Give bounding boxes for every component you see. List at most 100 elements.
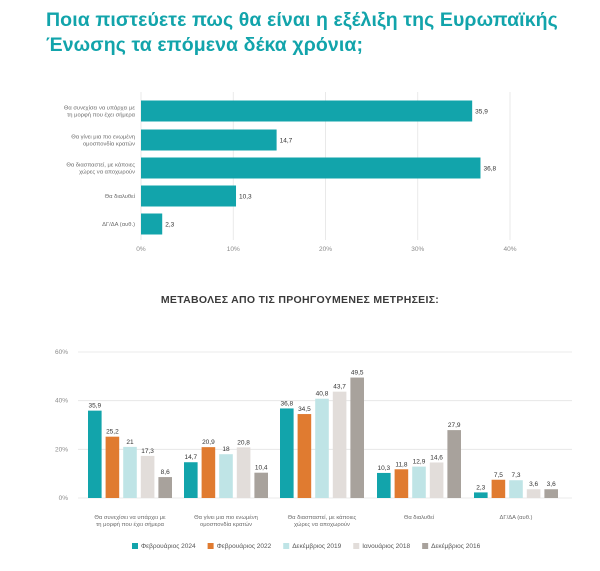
- bar: [350, 377, 364, 498]
- data-label: 49,5: [351, 370, 364, 377]
- category-label: Θα γίνει μια πιο ενωμένη: [71, 134, 135, 141]
- data-label: 36,8: [280, 400, 293, 407]
- category-label: Θα διασπαστεί, με κάποιες: [288, 514, 357, 521]
- data-label: 35,9: [475, 109, 488, 116]
- data-label: 40,8: [316, 391, 329, 398]
- bar: [429, 462, 444, 498]
- data-label: 20,9: [202, 439, 215, 446]
- bar: [254, 472, 268, 498]
- data-label: 21: [126, 439, 134, 446]
- title-line-2: Ένωσης τα επόμενα δέκα χρόνια;: [46, 34, 364, 56]
- data-label: 36,8: [483, 166, 496, 173]
- horizontal-bar-chart: 0% 10% 20% 30% 40% 35,9 Θα συνεχίσει να υπάρχε…: [64, 92, 517, 253]
- legend-swatch: [132, 543, 138, 549]
- y-tick-label: 60%: [55, 349, 68, 356]
- data-label: 35,9: [88, 403, 101, 410]
- chart-subtitle: ΜΕΤΑΒΟΛΕΣ ΑΠΟ ΤΙΣ ΠΡΟΗΓΟΥΜΕΝΕΣ ΜΕΤΡΗΣΕΙΣ…: [160, 294, 440, 306]
- x-tick-label: 20%: [319, 246, 332, 253]
- bar: [88, 410, 102, 498]
- category-label: ΔΓ/ΔΑ (αυθ.): [500, 515, 533, 521]
- bar: [158, 477, 172, 498]
- data-label: 3,6: [529, 481, 538, 488]
- legend-label: Φεβρουάριος 2022: [217, 542, 272, 550]
- data-label: 8,6: [161, 469, 170, 476]
- y-tick-label: 20%: [55, 446, 68, 453]
- category-label: τη μορφή που έχει σήμερα: [96, 521, 165, 528]
- bar: [141, 185, 237, 207]
- legend-swatch: [353, 543, 360, 549]
- category-label: Θα συνεχίσει να υπάρχει με: [64, 105, 136, 112]
- data-label: 43,7: [333, 384, 346, 391]
- bar: [141, 129, 277, 151]
- bar: [526, 489, 541, 498]
- bar: [105, 436, 120, 498]
- data-label: 20,8: [237, 439, 250, 446]
- category-label: Θα γίνει μια πιο ενωμένη: [194, 514, 258, 521]
- bar: [394, 469, 409, 498]
- x-tick-label: 30%: [411, 246, 424, 253]
- data-label: 17,3: [141, 448, 154, 455]
- data-label: 3,6: [547, 481, 556, 488]
- bar: [297, 414, 312, 498]
- legend-label: Φεβρουάριος 2024: [141, 542, 196, 550]
- bar: [544, 489, 558, 498]
- bar: [412, 466, 426, 498]
- legend-swatch: [283, 543, 290, 549]
- category-label: ομοσπονδία κρατών: [83, 142, 135, 148]
- bar: [315, 398, 329, 498]
- bar: [219, 454, 233, 498]
- data-label: 10,3: [239, 194, 252, 201]
- bar: [491, 479, 506, 498]
- bar: [140, 455, 155, 498]
- legend-swatch: [207, 543, 214, 549]
- legend-label: Δεκέμβριος 2019: [292, 542, 341, 550]
- data-label: 27,9: [448, 422, 461, 429]
- x-tick-label: 40%: [503, 246, 516, 253]
- bar: [332, 391, 347, 498]
- bar: [377, 472, 391, 498]
- legend-label: Δεκέμβριος 2016: [431, 542, 480, 550]
- y-tick-label: 40%: [55, 398, 68, 405]
- category-label: ΔΓ/ΔΑ (αυθ.): [102, 222, 135, 228]
- data-label: 7,5: [494, 472, 503, 479]
- data-label: 14,7: [280, 138, 293, 145]
- bar: [201, 447, 216, 498]
- x-tick-label: 0%: [136, 246, 146, 253]
- category-label: ομοσπονδία κρατών: [200, 522, 252, 528]
- category-label: Θα διαλυθεί: [404, 515, 435, 521]
- bar: [141, 100, 473, 122]
- category-label: χώρες να αποχωρούν: [294, 522, 350, 528]
- data-label: 2,3: [476, 484, 485, 491]
- bar: [141, 157, 481, 179]
- data-label: 10,3: [377, 465, 390, 472]
- data-label: 14,6: [430, 454, 443, 461]
- category-label: Θα διαλυθεί: [105, 194, 136, 200]
- bar: [474, 492, 488, 498]
- data-label: 18: [222, 446, 230, 453]
- bar: [236, 447, 251, 498]
- data-label: 10,4: [255, 465, 268, 472]
- legend-swatch: [422, 543, 429, 549]
- data-label: 11,8: [395, 461, 408, 468]
- x-tick-label: 10%: [227, 246, 240, 253]
- legend-label: Ιανουάριος 2018: [362, 542, 410, 550]
- bar: [123, 446, 137, 498]
- bar: [141, 213, 163, 235]
- data-label: 34,5: [298, 406, 311, 413]
- bar: [280, 408, 294, 498]
- category-label: Θα συνεχίσει να υπάρχει με: [94, 514, 166, 521]
- page-title: Ποια πιστεύετε πως θα είναι η εξέλιξη τη…: [46, 8, 586, 58]
- data-label: 12,9: [413, 459, 426, 466]
- category-label: Θα διασπαστεί, με κάποιες: [66, 162, 135, 169]
- data-label: 7,3: [511, 472, 520, 479]
- bar: [447, 430, 461, 498]
- category-label: χώρες να αποχωρούν: [79, 170, 135, 176]
- data-label: 2,3: [165, 222, 174, 229]
- bar: [184, 462, 198, 498]
- title-line-1: Ποια πιστεύετε πως θα είναι η εξέλιξη τη…: [46, 9, 558, 31]
- category-label: τη μορφή που έχει σήμερα: [67, 112, 136, 119]
- bar: [509, 480, 523, 498]
- data-label: 14,7: [184, 454, 197, 461]
- y-tick-label: 0%: [59, 495, 69, 502]
- data-label: 25,2: [106, 429, 119, 436]
